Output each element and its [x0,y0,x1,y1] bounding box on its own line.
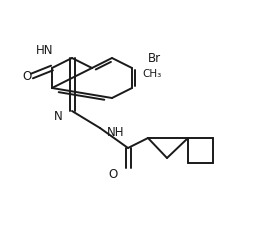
Text: O: O [23,69,32,83]
Text: Br: Br [148,52,161,66]
Text: HN: HN [36,45,54,58]
Text: NH: NH [107,126,125,139]
Text: CH₃: CH₃ [142,69,161,79]
Text: O: O [109,168,118,181]
Text: N: N [54,110,63,123]
